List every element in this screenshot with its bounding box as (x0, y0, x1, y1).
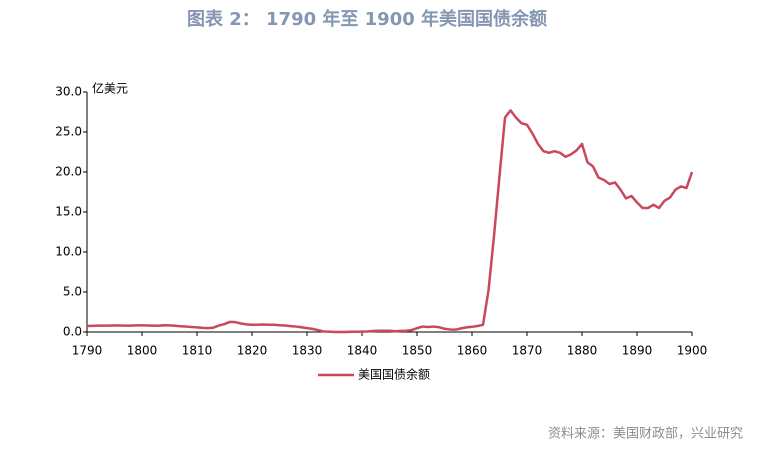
y-tick-label: 5.0 (63, 285, 82, 299)
y-tick-label: 30.0 (55, 85, 82, 99)
x-tick-label: 1850 (402, 344, 433, 358)
y-tick-label: 25.0 (55, 125, 82, 139)
chart-title: 图表 2： 1790 年至 1900 年美国国债余额 (187, 8, 547, 30)
x-tick-label: 1800 (127, 344, 158, 358)
x-tick-label: 1880 (567, 344, 598, 358)
y-axis-label: 亿美元 (92, 81, 128, 96)
x-tick-label: 1790 (72, 344, 103, 358)
legend-label: 美国国债余额 (358, 367, 430, 382)
x-tick-label: 1900 (677, 344, 708, 358)
source: 资料来源：美国财政部，兴业研究 (548, 427, 743, 442)
x-tick-label: 1840 (347, 344, 378, 358)
x-tick-label: 1820 (237, 344, 268, 358)
y-tick-label: 0.0 (63, 325, 82, 339)
x-tick-label: 1870 (512, 344, 543, 358)
x-tick-label: 1830 (292, 344, 323, 358)
y-tick-label: 10.0 (55, 245, 82, 259)
y-tick-label: 15.0 (55, 205, 82, 219)
x-tick-label: 1810 (182, 344, 213, 358)
x-tick-label: 1860 (457, 344, 488, 358)
y-tick-label: 20.0 (55, 165, 82, 179)
line (86, 109, 694, 334)
x-tick-label: 1890 (622, 344, 653, 358)
